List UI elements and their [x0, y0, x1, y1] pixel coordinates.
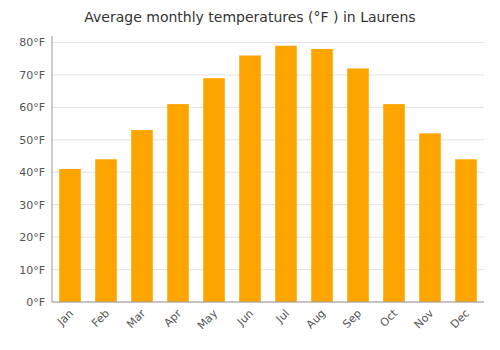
x-tick-label: Aug [304, 307, 328, 331]
bar [347, 68, 369, 302]
bar [383, 104, 405, 302]
bar [455, 159, 477, 302]
chart-svg: 0°F 10°F 20°F 30°F 40°F 50°F 60°F 70°F 80°F Jan Fe… [0, 0, 500, 350]
grid-line [52, 302, 484, 303]
x-tick-label: Jul [273, 307, 292, 326]
bar [203, 78, 225, 302]
x-tick-label: Jun [234, 307, 256, 329]
grid-line [52, 42, 484, 43]
bar [239, 55, 261, 302]
x-tick-label: May [195, 307, 221, 333]
y-tick-label: 50°F [19, 134, 45, 147]
grid-line [52, 74, 484, 75]
x-tick-label: Dec [448, 307, 472, 331]
bar [419, 133, 441, 302]
y-tick-label: 60°F [19, 101, 45, 114]
grid-line [52, 107, 484, 108]
bars [59, 46, 477, 302]
x-tick-label: Feb [89, 307, 112, 330]
x-tick-label: Oct [377, 306, 400, 329]
y-tick-label: 10°F [19, 264, 45, 277]
y-axis-line [52, 36, 53, 302]
bar [275, 46, 297, 302]
x-axis-line [52, 302, 484, 303]
bar [131, 130, 153, 302]
y-tick-label: 30°F [19, 199, 45, 212]
y-tick-labels: 0°F 10°F 20°F 30°F 40°F 50°F 60°F 70°F 80°F [19, 36, 45, 309]
bar [95, 159, 117, 302]
bar [167, 104, 189, 302]
y-tick-label: 40°F [19, 166, 45, 179]
x-tick-label: Apr [161, 307, 184, 330]
y-tick-label: 0°F [26, 296, 45, 309]
bar [59, 169, 81, 302]
y-tick-label: 80°F [19, 36, 45, 49]
chart-container: 0°F 10°F 20°F 30°F 40°F 50°F 60°F 70°F 80°F Jan Fe… [0, 0, 500, 350]
x-tick-labels: Jan Feb Mar Apr May Jun Jul Aug Sep Oct Nov Dec [54, 306, 472, 332]
x-tick-label: Jan [54, 307, 76, 329]
y-tick-label: 20°F [19, 231, 45, 244]
x-tick-label: Nov [412, 307, 437, 332]
y-tick-label: 70°F [19, 69, 45, 82]
y-grid [52, 42, 484, 302]
x-tick-label: Sep [340, 307, 364, 331]
x-tick-label: Mar [124, 307, 148, 331]
chart-title: Average monthly temperatures (°F ) in La… [84, 9, 415, 25]
bar [311, 49, 333, 302]
